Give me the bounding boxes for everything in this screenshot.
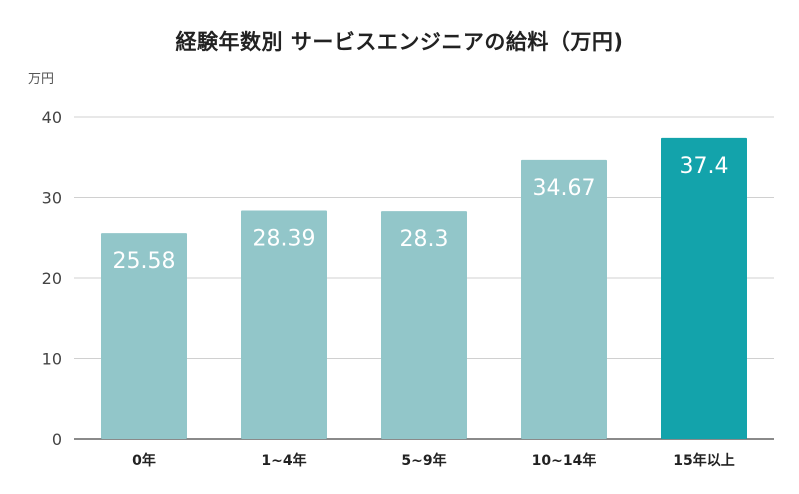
data-label: 34.67 bbox=[533, 176, 596, 201]
data-label: 28.3 bbox=[400, 227, 449, 252]
y-tick-label: 40 bbox=[42, 108, 62, 127]
y-tick-label: 0 bbox=[52, 430, 62, 449]
x-tick-label: 15年以上 bbox=[673, 452, 734, 469]
data-label: 25.58 bbox=[113, 249, 176, 274]
x-tick-label: 0年 bbox=[132, 452, 156, 469]
bar bbox=[101, 233, 187, 439]
chart-title: 経験年数別 サービスエンジニアの給料（万円) bbox=[175, 30, 624, 54]
y-tick-label: 10 bbox=[42, 350, 62, 369]
x-tick-label: 10~14年 bbox=[532, 452, 597, 469]
y-tick-label: 20 bbox=[42, 269, 62, 288]
y-axis-unit-label: 万円 bbox=[28, 72, 55, 87]
bar bbox=[521, 159, 607, 439]
data-label: 28.39 bbox=[253, 226, 316, 251]
x-tick-label: 5~9年 bbox=[401, 452, 446, 469]
y-tick-label: 30 bbox=[42, 189, 62, 208]
x-tick-label: 1~4年 bbox=[261, 452, 306, 469]
bar bbox=[381, 211, 467, 439]
data-label: 37.4 bbox=[680, 154, 729, 179]
bar bbox=[241, 210, 327, 439]
bar bbox=[661, 137, 747, 439]
